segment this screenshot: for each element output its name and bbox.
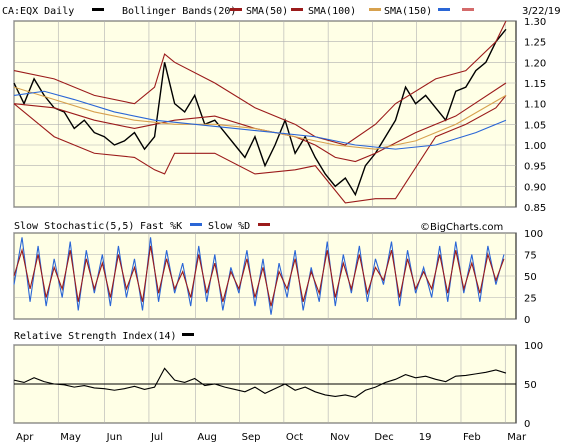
legend-swatch <box>230 8 242 11</box>
y-tick-label: 0 <box>524 419 530 430</box>
y-tick-label: 1.30 <box>524 17 546 28</box>
legend-swatch <box>190 223 202 226</box>
legend-swatch <box>369 8 381 11</box>
legend-entry: SMA(150) <box>384 6 432 17</box>
y-tick-label: 100 <box>524 229 543 240</box>
legend-entry: Fast %K <box>140 221 182 232</box>
stochastic-title: Slow Stochastic(5,5) <box>14 221 134 232</box>
x-tick-label: Dec <box>374 432 393 443</box>
x-tick-label: May <box>60 432 81 443</box>
series-line-slow-d <box>13 245 505 307</box>
x-tick-label: 19 <box>419 432 432 443</box>
y-tick-label: 0 <box>524 315 530 326</box>
legend-swatch <box>462 8 474 11</box>
series-line-sma-150- <box>13 90 507 150</box>
series-lines <box>13 20 516 398</box>
y-tick-label: 100 <box>524 341 543 352</box>
y-tick-label: 1.05 <box>524 120 546 131</box>
x-tick-label: Mar <box>507 432 527 443</box>
legend-swatch <box>182 333 194 336</box>
series-line-sma-100- <box>13 86 507 150</box>
y-tick-label: 1.20 <box>524 58 546 69</box>
legend-swatch <box>438 8 450 11</box>
y-tick-label: 50 <box>524 380 537 391</box>
series-line-rsi <box>13 367 507 398</box>
x-tick-label: Jun <box>106 432 123 443</box>
series-line-bb-lower <box>13 95 507 204</box>
date-label: 3/22/19 <box>522 6 561 17</box>
y-tick-label: 0.85 <box>524 203 546 214</box>
x-tick-label: Nov <box>330 432 350 443</box>
rsi-title: Relative Strength Index(14) <box>14 331 177 342</box>
y-tick-label: 75 <box>524 251 537 262</box>
x-tick-label: Jul <box>150 432 163 443</box>
symbol-label: CA:EQX Daily <box>2 6 74 17</box>
y-tick-label: 0.95 <box>524 162 546 173</box>
y-tick-label: 1.10 <box>524 100 546 111</box>
x-tick-label: Oct <box>286 432 303 443</box>
y-tick-label: 50 <box>524 272 537 283</box>
price-panel <box>13 20 517 208</box>
y-tick-label: 1.25 <box>524 38 546 49</box>
y-tick-label: 0.90 <box>524 182 546 193</box>
series-line-price <box>13 28 507 197</box>
x-tick-label: Feb <box>463 432 481 443</box>
y-tick-label: 1.15 <box>524 79 546 90</box>
legend-entry: SMA(100) <box>308 6 356 17</box>
legend-swatch <box>92 8 104 11</box>
legend-entry: Bollinger Bands(20) <box>122 6 236 17</box>
legend-entry: Slow %D <box>208 221 250 232</box>
y-tick-label: 25 <box>524 294 537 305</box>
legend-swatch <box>291 8 303 11</box>
x-tick-label: Sep <box>242 432 261 443</box>
series-line-bb-upper <box>13 20 507 146</box>
legend-swatch <box>258 223 270 226</box>
x-tick-label: Apr <box>16 432 34 443</box>
x-tick-label: Aug <box>197 432 217 443</box>
labels: Apr May Jun Jul Aug Sep Oct Nov Dec 19 Feb Mar 1.30 1… <box>2 6 561 443</box>
legend-entry: SMA(50) <box>246 6 288 17</box>
watermark: ©BigCharts.com <box>420 222 503 233</box>
grid-lines <box>13 20 516 424</box>
y-tick-label: 1.00 <box>524 141 546 152</box>
